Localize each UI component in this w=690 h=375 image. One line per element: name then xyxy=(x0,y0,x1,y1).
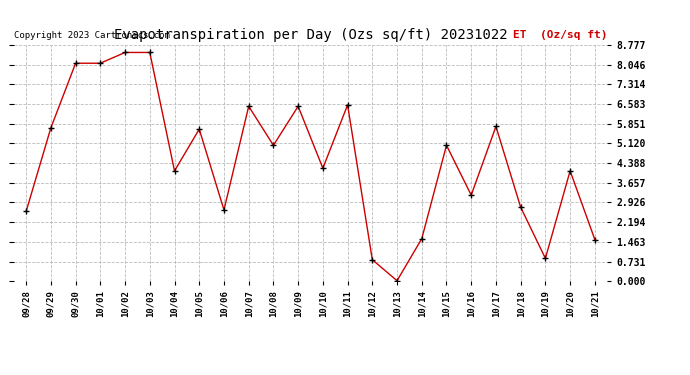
Text: ET  (Oz/sq ft): ET (Oz/sq ft) xyxy=(513,30,607,40)
Text: Copyright 2023 Cartronics.com: Copyright 2023 Cartronics.com xyxy=(14,31,170,40)
Title: Evapotranspiration per Day (Ozs sq/ft) 20231022: Evapotranspiration per Day (Ozs sq/ft) 2… xyxy=(114,28,507,42)
